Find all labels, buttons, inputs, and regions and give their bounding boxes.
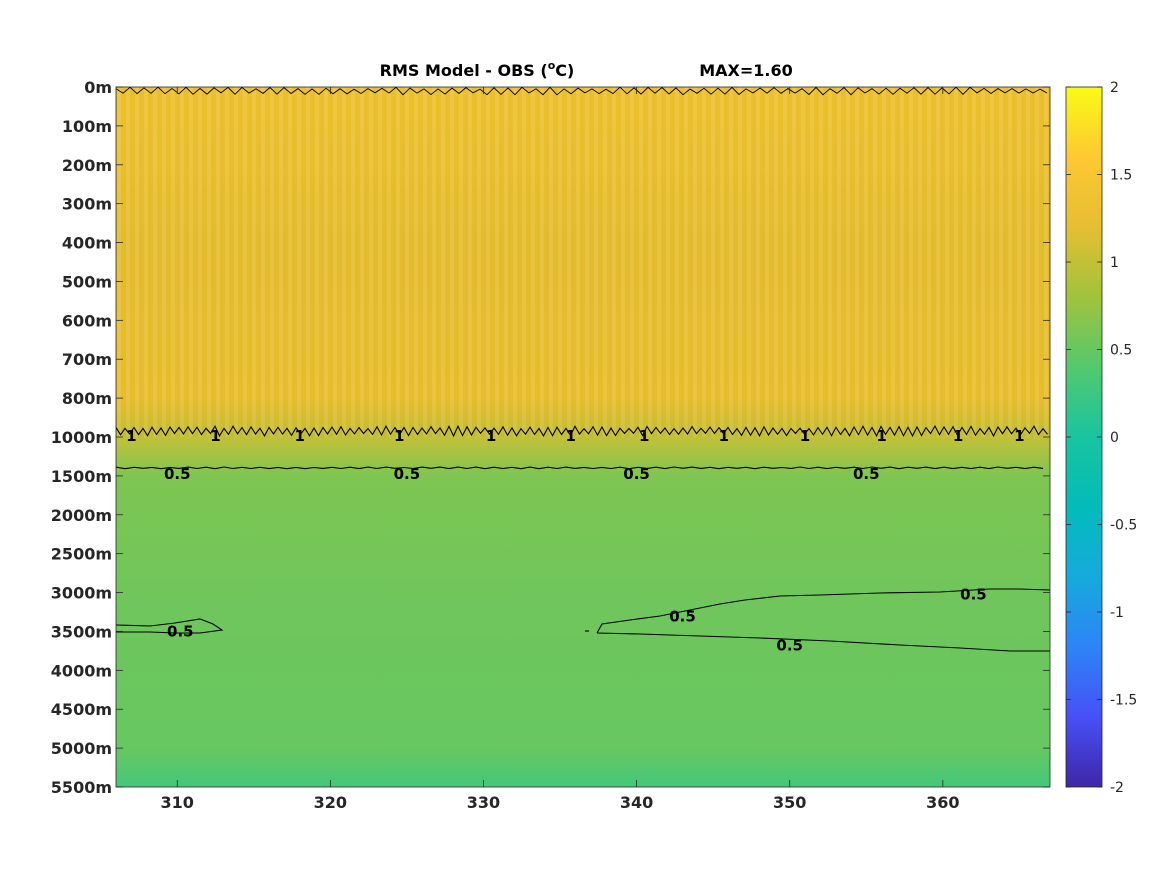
x-tick-label: 360: [926, 793, 959, 812]
colorbar: [1065, 86, 1103, 788]
y-tick-label: 600m: [62, 311, 112, 330]
contour-label: 1: [953, 427, 963, 445]
colorbar-tick-label: 1.5: [1110, 168, 1132, 184]
contour-lines: [116, 87, 1050, 652]
colorbar-tick-label: -2: [1110, 780, 1124, 796]
contour-labels: 1 1 1 1 1 1 1 1 1 1 1 1 0.5 0.5 0.5 0.5 0.5 0.5 0.5 0.5: [126, 427, 1025, 654]
contour-label: 0.5: [164, 465, 191, 483]
chart-title: RMS Model - OBS (oC): [380, 59, 575, 80]
contour-label: 1: [210, 427, 220, 445]
y-tick-label: 100m: [62, 117, 112, 136]
y-tick-label: 3500m: [51, 622, 112, 641]
contour-label: 1: [486, 427, 496, 445]
y-tick-label: 1500m: [51, 467, 112, 486]
contour-label: 0.5: [669, 607, 696, 625]
contour-label: 0.5: [853, 465, 880, 483]
colorbar-tick-label: -0.5: [1110, 518, 1137, 534]
contour-0.5-right-lower: [596, 632, 1050, 652]
y-tick-label: 5000m: [51, 739, 112, 758]
colorbar-tick-label: -1.5: [1110, 693, 1137, 709]
colorbar-ticks: 2 1.5 1 0.5 0 -0.5 -1 -1.5 -2: [1066, 80, 1137, 796]
field-stripes: [116, 87, 1050, 437]
heatmap-field: [116, 87, 1050, 787]
x-tick-label: 350: [773, 793, 806, 812]
y-tick-label: 1000m: [51, 428, 112, 447]
contour-label: 0.5: [776, 636, 803, 654]
y-tick-label: 800m: [62, 389, 112, 408]
contour-label: 1: [800, 427, 810, 445]
contour-0.5-right-upper: [596, 588, 1050, 634]
y-tick-label: 700m: [62, 350, 112, 369]
y-tick-label: 4500m: [51, 700, 112, 719]
y-tick-label: 2500m: [51, 545, 112, 564]
contour-label: 1: [719, 427, 729, 445]
y-tick-label: 0m: [84, 78, 112, 97]
colorbar-tick-label: 0: [1110, 430, 1119, 446]
x-tick-label: 320: [314, 793, 347, 812]
y-tick-label: 400m: [62, 234, 112, 253]
contour-label: 0.5: [394, 465, 421, 483]
x-tick-label: 340: [620, 793, 653, 812]
contour-label: 1: [394, 427, 404, 445]
y-tick-label: 200m: [62, 156, 112, 175]
y-tick-label: 5500m: [51, 778, 112, 797]
colorbar-tick-label: 1: [1110, 255, 1119, 271]
contour-surface: [116, 87, 1048, 96]
max-label: MAX=1.60: [699, 61, 793, 80]
y-tick-label: 3000m: [51, 584, 112, 603]
x-tick-label: 330: [467, 793, 500, 812]
x-axis: 310 320 330 340 350 360: [161, 87, 960, 812]
contour-0.5-left: [116, 618, 224, 634]
contour-label: 1: [1014, 427, 1024, 445]
colorbar-tick-label: -1: [1110, 605, 1124, 621]
y-axis: 0m 100m 200m 300m 400m 500m 600m 700m 800m 1000m 1…: [51, 78, 1050, 797]
y-tick-label: 300m: [62, 195, 112, 214]
contour-label: 1: [566, 427, 576, 445]
x-tick-label: 310: [161, 793, 194, 812]
colorbar-tick-label: 0.5: [1110, 343, 1132, 359]
contour-0.5-upper: [116, 466, 1044, 470]
colorbar-tick-label: 2: [1110, 80, 1119, 96]
contour-label: 1: [639, 427, 649, 445]
contour-label: 1: [126, 427, 136, 445]
contour-label: 0.5: [623, 465, 650, 483]
y-tick-label: 500m: [62, 272, 112, 291]
contour-label: 1: [295, 427, 305, 445]
contour-label: 0.5: [167, 622, 194, 640]
contour-label: 0.5: [960, 586, 987, 604]
y-tick-label: 4000m: [51, 661, 112, 680]
contour-1: [116, 424, 1048, 438]
y-tick-label: 2000m: [51, 506, 112, 525]
contour-label: 1: [876, 427, 886, 445]
